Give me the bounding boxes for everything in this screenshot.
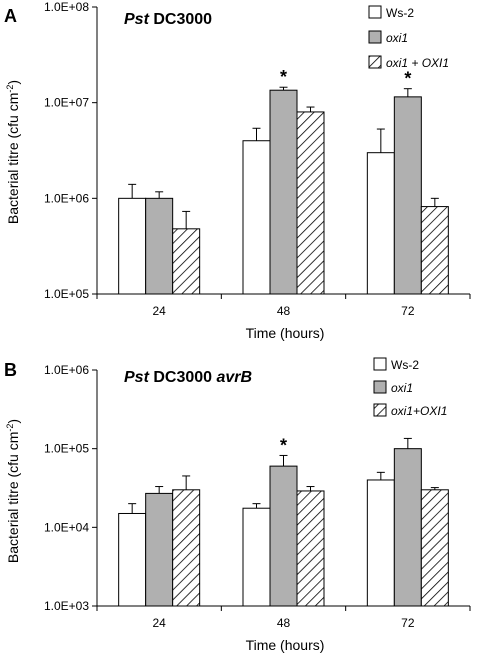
bar xyxy=(420,206,449,295)
panel-letter: B xyxy=(4,360,17,380)
bar xyxy=(296,111,325,295)
y-tick-label: 1.0E+04 xyxy=(44,520,89,534)
y-axis-title: Bacterial titre (cfu cm-2) xyxy=(5,80,21,224)
bar xyxy=(420,489,449,607)
bar xyxy=(242,507,271,607)
x-tick-label: 24 xyxy=(152,616,166,630)
x-tick-label: 72 xyxy=(401,304,415,318)
legend-swatch-complemented xyxy=(373,403,387,417)
bar xyxy=(269,89,298,295)
legend: Ws-2 oxi1 oxi1+OXI1 xyxy=(373,357,447,418)
legend-swatch-oxi1 xyxy=(368,30,382,44)
legend-label-complemented: oxi1+OXI1 xyxy=(391,404,447,418)
bar xyxy=(393,448,422,607)
panel-title: Pst DC3000 xyxy=(124,11,212,28)
x-tick-label: 72 xyxy=(401,616,415,630)
y-tick-label: 1.0E+05 xyxy=(44,442,89,456)
bar xyxy=(118,512,147,607)
x-axis-title: Time (hours) xyxy=(246,325,325,341)
legend-swatch-oxi1 xyxy=(373,380,387,394)
bar xyxy=(118,197,147,295)
legend-swatch-complemented xyxy=(368,55,382,69)
y-tick-label: 1.0E+06 xyxy=(44,363,89,377)
legend: Ws-2 oxi1 oxi1 + OXI1 xyxy=(368,5,449,70)
bar xyxy=(172,228,201,295)
panel-a: A Pst DC3000 Bacterial titre (cfu cm-2) … xyxy=(4,0,471,341)
bar xyxy=(172,489,201,607)
y-tick-label: 1.0E+06 xyxy=(44,191,89,205)
panel-letter: A xyxy=(4,6,17,26)
legend-label-complemented: oxi1 + OXI1 xyxy=(386,56,449,70)
legend-swatch-ws2 xyxy=(373,357,387,371)
legend-label-oxi1: oxi1 xyxy=(386,31,408,45)
bar xyxy=(269,465,298,607)
y-axis-title: Bacterial titre (cfu cm-2) xyxy=(5,419,21,563)
panel-b: B Pst DC3000 avrB Bacterial titre (cfu c… xyxy=(4,357,471,653)
y-tick-label: 1.0E+03 xyxy=(44,599,89,613)
bar xyxy=(242,140,271,295)
bar xyxy=(145,197,174,295)
legend-label-ws2: Ws-2 xyxy=(391,358,419,372)
legend-label-oxi1: oxi1 xyxy=(391,381,413,395)
significance-marker: * xyxy=(280,435,287,455)
bar xyxy=(366,479,395,607)
y-tick-label: 1.0E+08 xyxy=(44,0,89,14)
x-tick-label: 48 xyxy=(277,304,291,318)
x-tick-label: 24 xyxy=(152,304,166,318)
x-tick-label: 48 xyxy=(277,616,291,630)
legend-swatch-ws2 xyxy=(368,5,382,19)
significance-marker: * xyxy=(280,67,287,87)
bar xyxy=(393,96,422,295)
panel-title: Pst DC3000 avrB xyxy=(124,369,252,386)
y-tick-label: 1.0E+05 xyxy=(44,287,89,301)
legend-label-ws2: Ws-2 xyxy=(386,6,414,20)
y-tick-label: 1.0E+07 xyxy=(44,96,89,110)
bar xyxy=(366,152,395,295)
bar xyxy=(145,492,174,607)
significance-marker: * xyxy=(404,69,411,89)
bar xyxy=(296,490,325,607)
x-axis-title: Time (hours) xyxy=(246,637,325,653)
